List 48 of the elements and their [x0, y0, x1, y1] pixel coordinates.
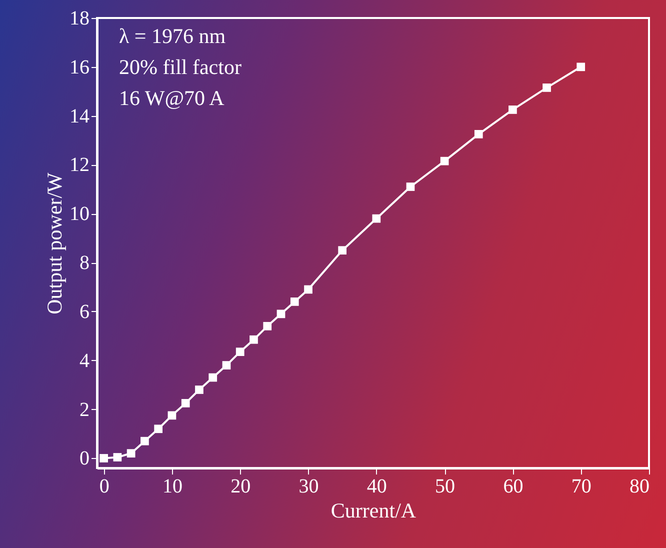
y-tick-label: 10 — [70, 203, 90, 226]
point — [168, 411, 176, 420]
x-tick-label: 10 — [162, 476, 182, 498]
point — [236, 348, 244, 356]
point — [508, 106, 517, 114]
point — [276, 310, 286, 318]
point — [140, 436, 149, 446]
annotation: 16 W@70 A — [119, 86, 226, 110]
point — [406, 182, 415, 191]
y-tick-label: 14 — [70, 105, 90, 128]
x-tick-label: 60 — [503, 476, 524, 498]
annotation: 20% fill factor — [119, 55, 242, 79]
y-tick-label: 18 — [70, 8, 90, 30]
x-tick-label: 80 — [630, 476, 650, 498]
y-tick-label: 2 — [80, 398, 90, 421]
point — [304, 285, 312, 294]
point — [181, 399, 190, 408]
point — [222, 361, 231, 370]
x-tick-label: 70 — [571, 476, 592, 498]
y-tick-label: 12 — [70, 154, 90, 176]
y-tick-label: 8 — [80, 252, 90, 274]
y-axis-title: Output power/W — [42, 172, 66, 314]
point — [440, 156, 449, 166]
point — [474, 130, 483, 138]
y-tick-label: 6 — [80, 300, 90, 323]
y-tick-label: 16 — [70, 56, 90, 78]
point — [113, 453, 122, 462]
point — [542, 84, 551, 92]
x-tick-label: 40 — [366, 476, 387, 498]
point — [208, 373, 218, 382]
point — [338, 246, 347, 255]
point — [250, 335, 258, 344]
x-tick-label: 30 — [298, 476, 319, 498]
y-tick-label: 4 — [80, 350, 90, 372]
x-tick-label: 50 — [435, 476, 456, 498]
x-axis-title: Current/A — [330, 498, 417, 522]
annotation: λ = 1976 nm — [119, 24, 226, 48]
y-tick-label: 0 — [80, 448, 90, 470]
x-tick-label: 20 — [230, 476, 251, 498]
point — [126, 449, 136, 458]
point — [100, 454, 108, 462]
x-tick-label: 0 — [99, 476, 110, 498]
point — [154, 424, 163, 434]
point — [576, 62, 586, 72]
point — [372, 214, 381, 223]
point — [263, 322, 272, 330]
point — [290, 298, 299, 306]
point — [195, 386, 204, 394]
